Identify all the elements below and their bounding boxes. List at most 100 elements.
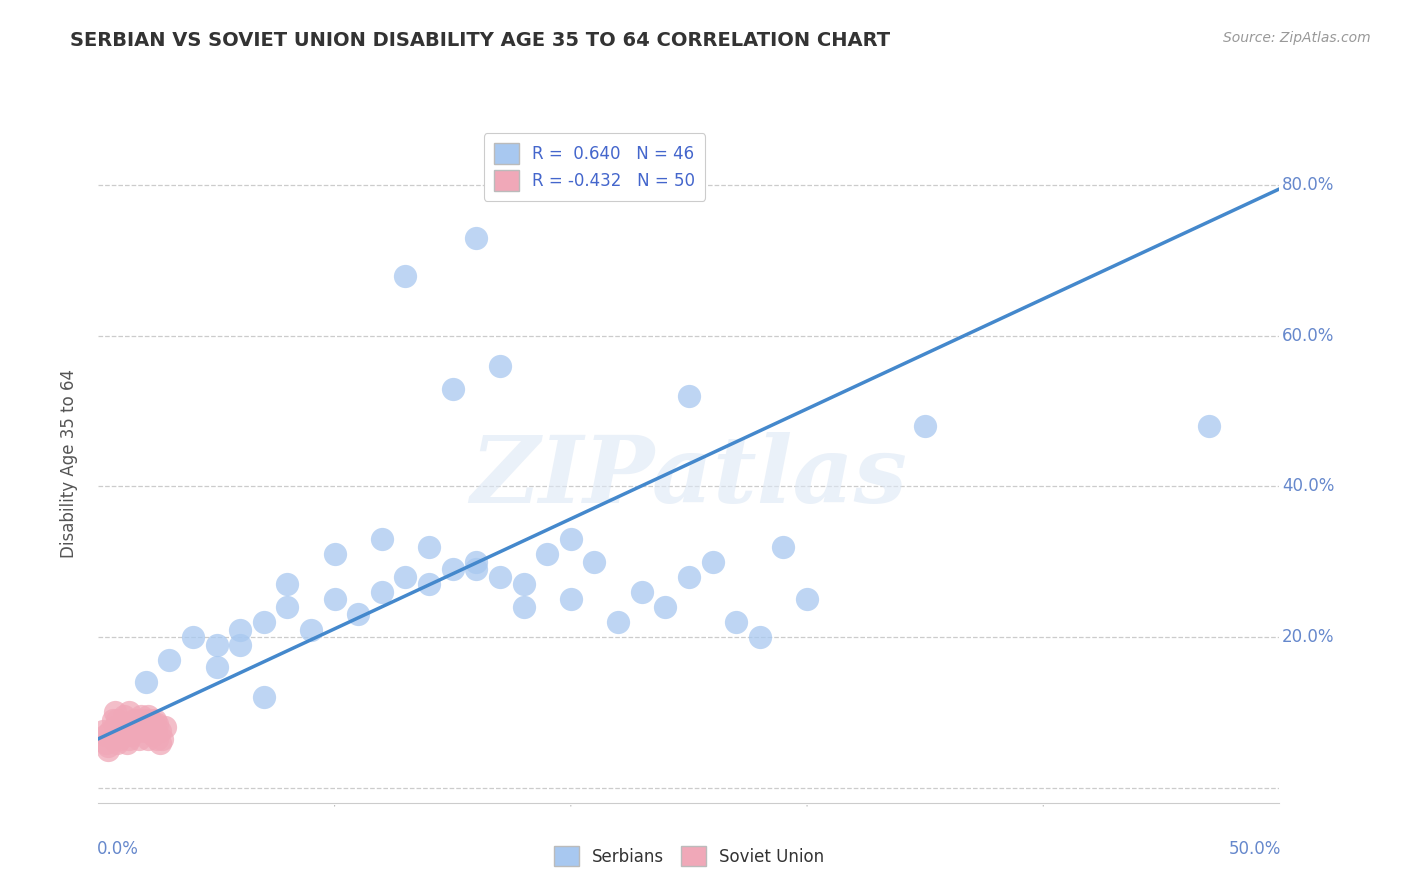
- Point: [654, 599, 676, 614]
- Point: [98, 724, 121, 739]
- Point: [150, 731, 173, 746]
- Point: [394, 570, 416, 584]
- Text: 80.0%: 80.0%: [1282, 176, 1334, 194]
- Point: [139, 713, 162, 727]
- Point: [205, 660, 228, 674]
- Point: [111, 716, 134, 731]
- Point: [583, 555, 606, 569]
- Point: [146, 731, 169, 746]
- Point: [418, 540, 440, 554]
- Point: [115, 735, 138, 749]
- Point: [347, 607, 370, 622]
- Point: [702, 555, 724, 569]
- Point: [441, 382, 464, 396]
- Point: [111, 721, 134, 735]
- Point: [132, 716, 155, 731]
- Point: [229, 623, 252, 637]
- Point: [489, 570, 512, 584]
- Text: 60.0%: 60.0%: [1282, 326, 1334, 345]
- Point: [105, 735, 128, 749]
- Point: [489, 359, 512, 373]
- Point: [536, 547, 558, 561]
- Point: [181, 630, 204, 644]
- Point: [560, 592, 582, 607]
- Point: [129, 709, 152, 723]
- Point: [91, 724, 114, 739]
- Point: [128, 731, 150, 746]
- Point: [118, 706, 141, 720]
- Point: [118, 731, 141, 746]
- Point: [94, 728, 117, 742]
- Point: [125, 713, 148, 727]
- Point: [796, 592, 818, 607]
- Point: [299, 623, 322, 637]
- Point: [142, 728, 165, 742]
- Point: [772, 540, 794, 554]
- Legend: Serbians, Soviet Union: Serbians, Soviet Union: [546, 838, 832, 875]
- Point: [630, 585, 652, 599]
- Point: [678, 389, 700, 403]
- Point: [465, 231, 488, 245]
- Point: [512, 599, 534, 614]
- Point: [108, 728, 131, 742]
- Point: [132, 713, 155, 727]
- Text: SERBIAN VS SOVIET UNION DISABILITY AGE 35 TO 64 CORRELATION CHART: SERBIAN VS SOVIET UNION DISABILITY AGE 3…: [70, 31, 890, 50]
- Point: [136, 709, 159, 723]
- Point: [441, 562, 464, 576]
- Point: [125, 724, 148, 739]
- Point: [128, 724, 150, 739]
- Point: [153, 721, 176, 735]
- Point: [149, 724, 172, 739]
- Y-axis label: Disability Age 35 to 64: Disability Age 35 to 64: [59, 369, 77, 558]
- Text: Source: ZipAtlas.com: Source: ZipAtlas.com: [1223, 31, 1371, 45]
- Point: [1198, 419, 1220, 434]
- Point: [101, 713, 124, 727]
- Point: [104, 706, 127, 720]
- Point: [418, 577, 440, 591]
- Point: [97, 739, 120, 754]
- Point: [371, 585, 394, 599]
- Point: [229, 638, 252, 652]
- Point: [560, 532, 582, 546]
- Point: [143, 713, 166, 727]
- Point: [97, 743, 120, 757]
- Text: ZIPatlas: ZIPatlas: [471, 433, 907, 523]
- Point: [143, 724, 166, 739]
- Point: [253, 690, 276, 705]
- Point: [276, 599, 298, 614]
- Point: [136, 731, 159, 746]
- Point: [122, 713, 145, 727]
- Point: [121, 716, 143, 731]
- Point: [135, 716, 157, 731]
- Point: [135, 675, 157, 690]
- Point: [112, 709, 135, 723]
- Point: [465, 555, 488, 569]
- Point: [253, 615, 276, 629]
- Point: [108, 731, 131, 746]
- Point: [142, 716, 165, 731]
- Text: 50.0%: 50.0%: [1229, 840, 1281, 858]
- Point: [149, 735, 172, 749]
- Point: [157, 653, 180, 667]
- Point: [205, 638, 228, 652]
- Point: [94, 735, 117, 749]
- Point: [121, 728, 143, 742]
- Point: [115, 716, 138, 731]
- Point: [465, 562, 488, 576]
- Point: [512, 577, 534, 591]
- Point: [678, 570, 700, 584]
- Point: [725, 615, 748, 629]
- Point: [135, 724, 157, 739]
- Point: [607, 615, 630, 629]
- Point: [276, 577, 298, 591]
- Point: [105, 713, 128, 727]
- Text: 40.0%: 40.0%: [1282, 477, 1334, 495]
- Text: 0.0%: 0.0%: [97, 840, 139, 858]
- Point: [146, 716, 169, 731]
- Point: [748, 630, 770, 644]
- Text: 20.0%: 20.0%: [1282, 628, 1334, 646]
- Point: [323, 547, 346, 561]
- Point: [104, 721, 127, 735]
- Point: [914, 419, 936, 434]
- Point: [101, 731, 124, 746]
